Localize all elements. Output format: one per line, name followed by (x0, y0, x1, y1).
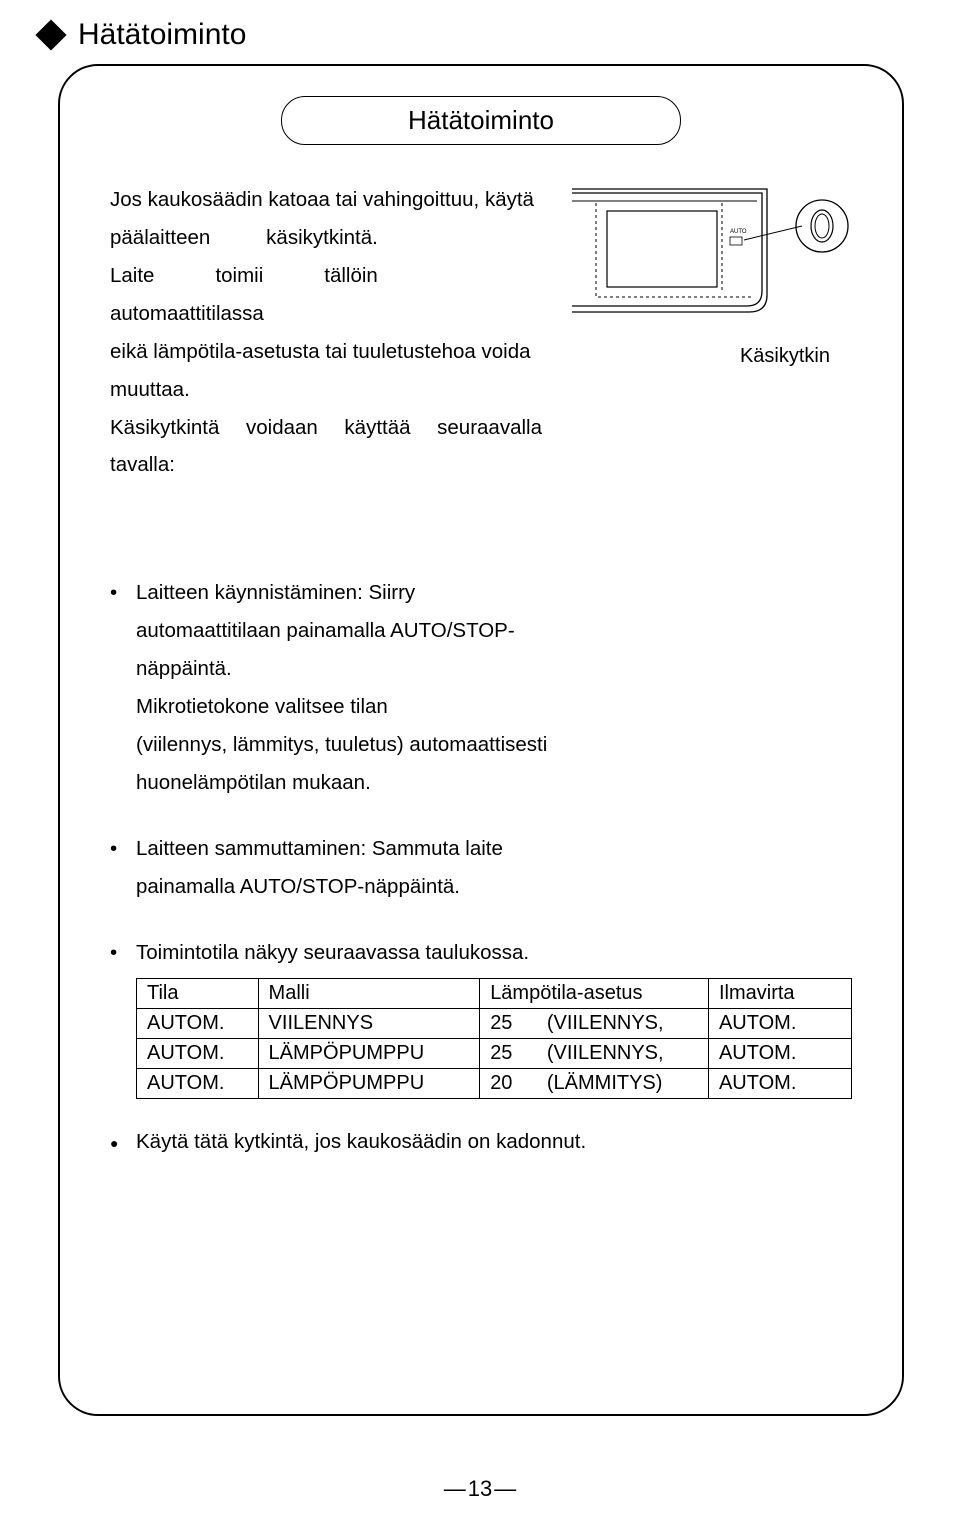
table-row: Tila Malli Lämpötila-asetus Ilmavirta (137, 978, 852, 1008)
intro-line: eikä lämpötila-asetusta tai tuuletusteho… (110, 333, 542, 371)
bullet-icon: • (110, 934, 136, 972)
intro-word: tällöin (324, 257, 378, 295)
intro-word: käsikytkintä. (266, 219, 378, 257)
bullet-text: huonelämpötilan mukaan. (110, 764, 852, 802)
page-number: —13— (0, 1476, 960, 1502)
page-number-value: 13 (468, 1476, 492, 1501)
table-cell: 20 (480, 1068, 537, 1098)
bullet-table-intro: • Toimintotila näkyy seuraavassa tauluko… (110, 934, 852, 972)
bullet-start: • Laitteen käynnistäminen: Siirry automa… (110, 574, 852, 802)
bullet-text: Toimintotila näkyy seuraavassa taulukoss… (136, 934, 852, 972)
table-cell: AUTOM. (708, 1068, 851, 1098)
intro-line: Laite toimii tällöin (110, 257, 378, 295)
diamond-icon (35, 19, 66, 50)
bullet-text: näppäintä. (110, 650, 852, 688)
dash-icon: — (444, 1476, 466, 1501)
intro-text: Jos kaukosäädin katoaa tai vahingoittuu,… (110, 181, 542, 484)
mode-table-wrap: Tila Malli Lämpötila-asetus Ilmavirta AU… (110, 978, 852, 1099)
table-cell: AUTOM. (708, 1008, 851, 1038)
table-cell: AUTOM. (137, 1068, 259, 1098)
svg-text:AUTO: AUTO (730, 229, 747, 235)
bullet-stop: • Laitteen sammuttaminen: Sammuta laite … (110, 830, 852, 906)
intro-line: automaattitilassa (110, 295, 542, 333)
table-cell: (LÄMMITYS) (537, 1068, 709, 1098)
table-row: AUTOM. VIILENNYS 25 (VIILENNYS, AUTOM. (137, 1008, 852, 1038)
table-cell: (VIILENNYS, (537, 1038, 709, 1068)
intro-word: voidaan (246, 409, 318, 447)
bullet-icon: • (110, 574, 136, 612)
table-row: AUTOM. LÄMPÖPUMPPU 20 (LÄMMITYS) AUTOM. (137, 1068, 852, 1098)
table-row: AUTOM. LÄMPÖPUMPPU 25 (VIILENNYS, AUTOM. (137, 1038, 852, 1068)
table-cell: LÄMPÖPUMPPU (258, 1068, 480, 1098)
table-cell: 25 (480, 1008, 537, 1038)
bullet-text: painamalla AUTO/STOP-näppäintä. (110, 868, 852, 906)
bullet-text: Laitteen sammuttaminen: Sammuta laite (136, 830, 852, 868)
main-content-frame: Hätätoiminto Jos kaukosäädin katoaa tai … (58, 64, 904, 1416)
intro-line: Käsikytkintä voidaan käyttää seuraavalla (110, 409, 542, 447)
intro-word: päälaitteen (110, 219, 210, 257)
table-cell: VIILENNYS (258, 1008, 480, 1038)
bullet-text: (viilennys, lämmitys, tuuletus) automaat… (110, 726, 852, 764)
mode-table: Tila Malli Lämpötila-asetus Ilmavirta AU… (136, 978, 852, 1099)
intro-line: muuttaa. (110, 371, 542, 409)
table-cell: 25 (480, 1038, 537, 1068)
table-cell: Malli (258, 978, 480, 1008)
section-title: Hätätoiminto (281, 96, 681, 145)
intro-word: käyttää (344, 409, 410, 447)
footnote-text: Käytä tätä kytkintä, jos kaukosäädin on … (136, 1123, 586, 1161)
intro-word: Laite (110, 257, 154, 295)
table-cell: LÄMPÖPUMPPU (258, 1038, 480, 1068)
bullet-icon: • (110, 830, 136, 868)
table-cell: AUTOM. (137, 1008, 259, 1038)
bullet-text: Laitteen käynnistäminen: Siirry (136, 574, 852, 612)
table-cell: Tila (137, 978, 259, 1008)
diagram-caption: Käsikytkin (740, 345, 852, 368)
table-cell: Lämpötila-asetus (480, 978, 709, 1008)
bullet-text: automaattitilaan painamalla AUTO/STOP- (110, 612, 852, 650)
intro-line: Jos kaukosäädin katoaa tai vahingoittuu,… (110, 181, 542, 219)
intro-word: Käsikytkintä (110, 409, 219, 447)
table-cell: (VIILENNYS, (537, 1008, 709, 1038)
page-title: Hätätoiminto (78, 18, 246, 52)
dash-icon: — (494, 1476, 516, 1501)
page-header: Hätätoiminto (0, 0, 960, 52)
table-cell: AUTOM. (708, 1038, 851, 1068)
intro-line: tavalla: (110, 446, 542, 484)
intro-word: seuraavalla (437, 409, 542, 447)
diagram-block: AUTO Käsikytkin (572, 181, 852, 368)
intro-row: Jos kaukosäädin katoaa tai vahingoittuu,… (110, 181, 852, 484)
bullet-text: Mikrotietokone valitsee tilan (110, 688, 852, 726)
table-cell: Ilmavirta (708, 978, 851, 1008)
intro-line: päälaitteen käsikytkintä. (110, 219, 378, 257)
footnote: ● Käytä tätä kytkintä, jos kaukosäädin o… (110, 1123, 852, 1161)
intro-word: toimii (215, 257, 263, 295)
device-diagram-icon: AUTO (572, 181, 852, 341)
bullet-icon: ● (110, 1123, 136, 1161)
table-cell: AUTOM. (137, 1038, 259, 1068)
